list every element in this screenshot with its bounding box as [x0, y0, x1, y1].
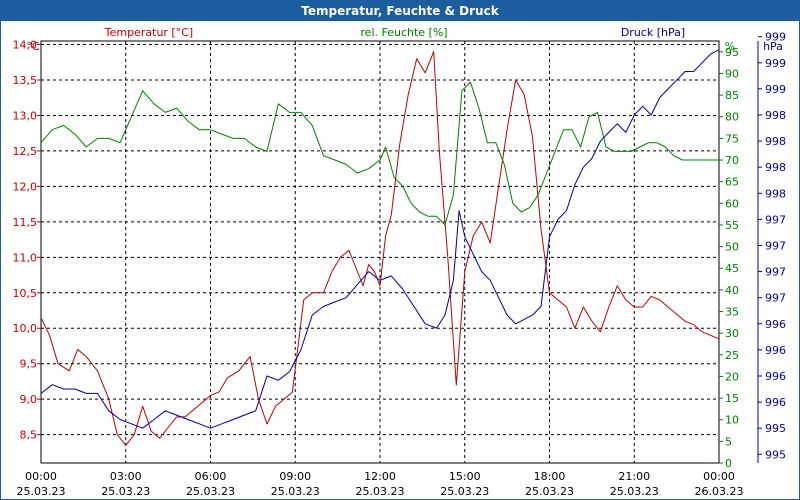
pressure-tick-label: 995 [765, 422, 786, 435]
pressure-tick-label: 998 [765, 161, 786, 174]
pressure-tick-label: 996 [765, 344, 786, 357]
humidity-tick-label: 0 [725, 457, 732, 470]
temperature-series-line [40, 51, 720, 446]
temperature-tick-label: 10,0 [13, 322, 38, 335]
x-tick-date: 25.03.23 [356, 485, 405, 498]
x-tick-time: 12:00 [364, 470, 396, 483]
chart-title: Temperatur, Feuchte & Druck [1, 1, 799, 21]
x-tick-date: 25.03.23 [17, 485, 66, 498]
humidity-tick-label: 55 [725, 219, 739, 232]
pressure-tick-label: 998 [765, 109, 786, 122]
humidity-tick-label: 50 [725, 241, 739, 254]
pressure-tick-label: 997 [765, 213, 786, 226]
temperature-tick-label: 14,0 [13, 39, 38, 52]
pressure-tick-label: 995 [765, 448, 786, 461]
humidity-tick-label: 90 [725, 67, 739, 80]
temperature-tick-label: 13,5 [13, 74, 38, 87]
x-tick-time: 09:00 [279, 470, 311, 483]
humidity-axis: 0 5 10 15 20 25 30 35 40 45 50 55 60 65 70 75 80 85 90 95 [719, 46, 739, 470]
pressure-tick-label: 997 [765, 239, 786, 252]
humidity-tick-label: 70 [725, 154, 739, 167]
plot-area-border [40, 40, 720, 464]
x-tick-date: 25.03.23 [101, 485, 150, 498]
pressure-unit-label: hPa [763, 40, 783, 53]
x-tick-date: 26.03.23 [695, 485, 744, 498]
pressure-tick-label: 997 [765, 292, 786, 305]
pressure-tick-label: 998 [765, 135, 786, 148]
pressure-series-label: Druck [hPa] [621, 26, 685, 39]
humidity-tick-label: 20 [725, 370, 739, 383]
humidity-tick-label: 25 [725, 349, 739, 362]
humidity-tick-label: 85 [725, 89, 739, 102]
pressure-axis: 995 995 996 996 996 996 997 997 997 997 998 998 998 9… [757, 31, 786, 463]
time-axis: 00:00 25.03.23 03:00 25.03.23 06:00 25.03.23 0… [17, 470, 744, 498]
temperature-tick-label: 9,5 [20, 358, 38, 371]
temperature-unit-label: °C [26, 40, 40, 53]
x-tick-date: 25.03.23 [271, 485, 320, 498]
humidity-tick-label: 80 [725, 111, 739, 124]
grid [41, 41, 719, 463]
temperature-tick-label: 13,0 [13, 109, 38, 122]
pressure-tick-label: 999 [765, 83, 786, 96]
humidity-tick-label: 45 [725, 262, 739, 275]
x-tick-time: 03:00 [110, 470, 142, 483]
humidity-series-label: rel. Feuchte [%] [360, 26, 447, 39]
temperature-series-label: Temperatur [°C] [104, 26, 193, 39]
x-tick-time: 21:00 [618, 470, 650, 483]
pressure-tick-label: 999 [765, 57, 786, 70]
humidity-tick-label: 65 [725, 176, 739, 189]
pressure-tick-label: 999 [765, 31, 786, 44]
x-tick-time: 00:00 [25, 470, 57, 483]
x-tick-time: 06:00 [195, 470, 227, 483]
humidity-tick-label: 5 [725, 435, 732, 448]
humidity-tick-label: 15 [725, 392, 739, 405]
humidity-unit-label: % [725, 40, 735, 53]
temperature-tick-label: 12,5 [13, 145, 38, 158]
pressure-series-line [40, 49, 720, 429]
humidity-tick-label: 95 [725, 46, 739, 59]
temperature-tick-label: 9,0 [20, 393, 38, 406]
humidity-tick-label: 35 [725, 306, 739, 319]
x-tick-time: 18:00 [534, 470, 566, 483]
temperature-tick-label: 11,5 [13, 216, 38, 229]
pressure-tick-label: 996 [765, 370, 786, 383]
pressure-tick-label: 998 [765, 187, 786, 200]
x-tick-date: 25.03.23 [610, 485, 659, 498]
humidity-tick-label: 10 [725, 414, 739, 427]
humidity-tick-label: 75 [725, 132, 739, 145]
humidity-tick-label: 60 [725, 197, 739, 210]
temperature-axis: 8,5 9,0 9,5 10,0 10,5 11,0 11,5 12,0 12,5 13,0 13,… [13, 39, 41, 442]
x-tick-time: 15:00 [449, 470, 481, 483]
x-tick-date: 25.03.23 [440, 485, 489, 498]
humidity-series-line [40, 81, 719, 226]
humidity-tick-label: 40 [725, 284, 739, 297]
temperature-tick-label: 10,5 [13, 287, 38, 300]
pressure-tick-label: 997 [765, 266, 786, 279]
temperature-tick-label: 12,0 [13, 180, 38, 193]
x-tick-time: 00:00 [703, 470, 735, 483]
temperature-tick-label: 11,0 [13, 251, 38, 264]
x-tick-date: 25.03.23 [186, 485, 235, 498]
humidity-tick-label: 30 [725, 327, 739, 340]
series-lines [40, 49, 720, 446]
pressure-tick-label: 996 [765, 396, 786, 409]
pressure-tick-label: 996 [765, 318, 786, 331]
temperature-tick-label: 8,5 [20, 429, 38, 442]
x-tick-date: 25.03.23 [525, 485, 574, 498]
